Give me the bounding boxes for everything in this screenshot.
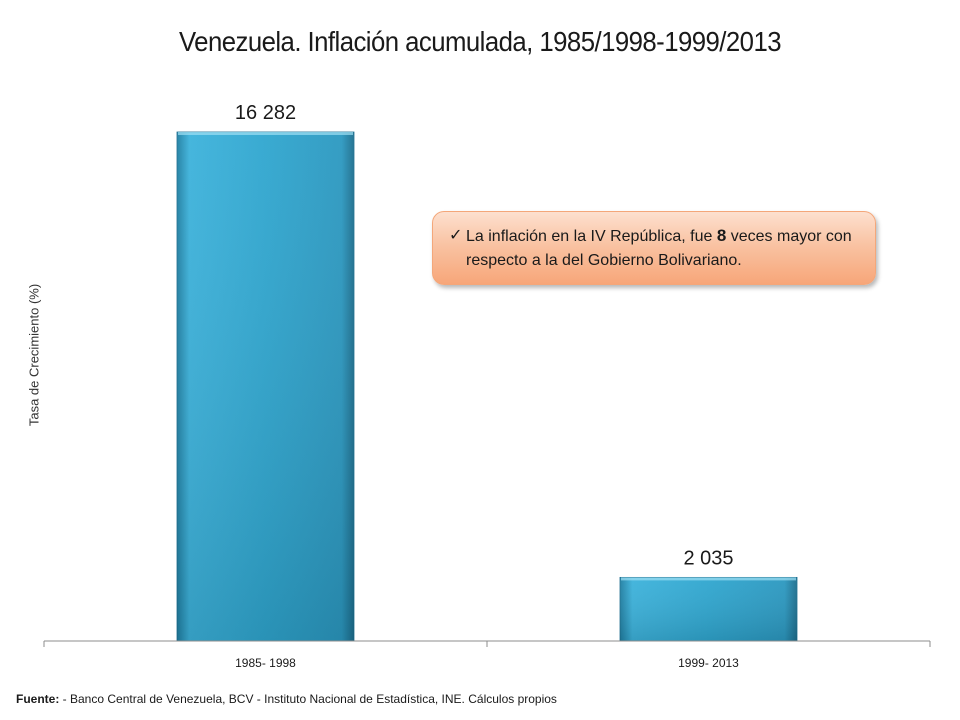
check-icon: ✓ xyxy=(449,227,463,244)
bar-shade-1 xyxy=(177,132,354,641)
source-footer: Fuente: - Banco Central de Venezuela, BC… xyxy=(16,692,557,706)
footer-text: - Banco Central de Venezuela, BCV - Inst… xyxy=(59,692,557,706)
bar-highlight-1 xyxy=(178,132,353,135)
data-label-1: 16 282 xyxy=(235,102,296,124)
callout-text: La inflación en la IV República, fue 8 v… xyxy=(466,224,859,273)
chart-title: Venezuela. Inflación acumulada, 1985/199… xyxy=(178,26,782,57)
callout-text-before: La inflación en la IV República, fue xyxy=(466,228,717,245)
x-tick-label-1: 1985- 1998 xyxy=(235,656,296,670)
footer-label: Fuente: xyxy=(16,692,60,706)
callout-text-after: veces mayor con respecto a la del Gobier… xyxy=(466,228,852,269)
bar-highlight-2 xyxy=(621,577,796,581)
callout-highlight: 8 xyxy=(716,226,727,245)
x-tick-label-2: 1999- 2013 xyxy=(678,656,739,670)
bar-shade-2 xyxy=(620,577,797,641)
data-label-2: 2 035 xyxy=(683,547,733,569)
insight-callout: ✓ La inflación en la IV República, fue 8… xyxy=(432,211,876,285)
